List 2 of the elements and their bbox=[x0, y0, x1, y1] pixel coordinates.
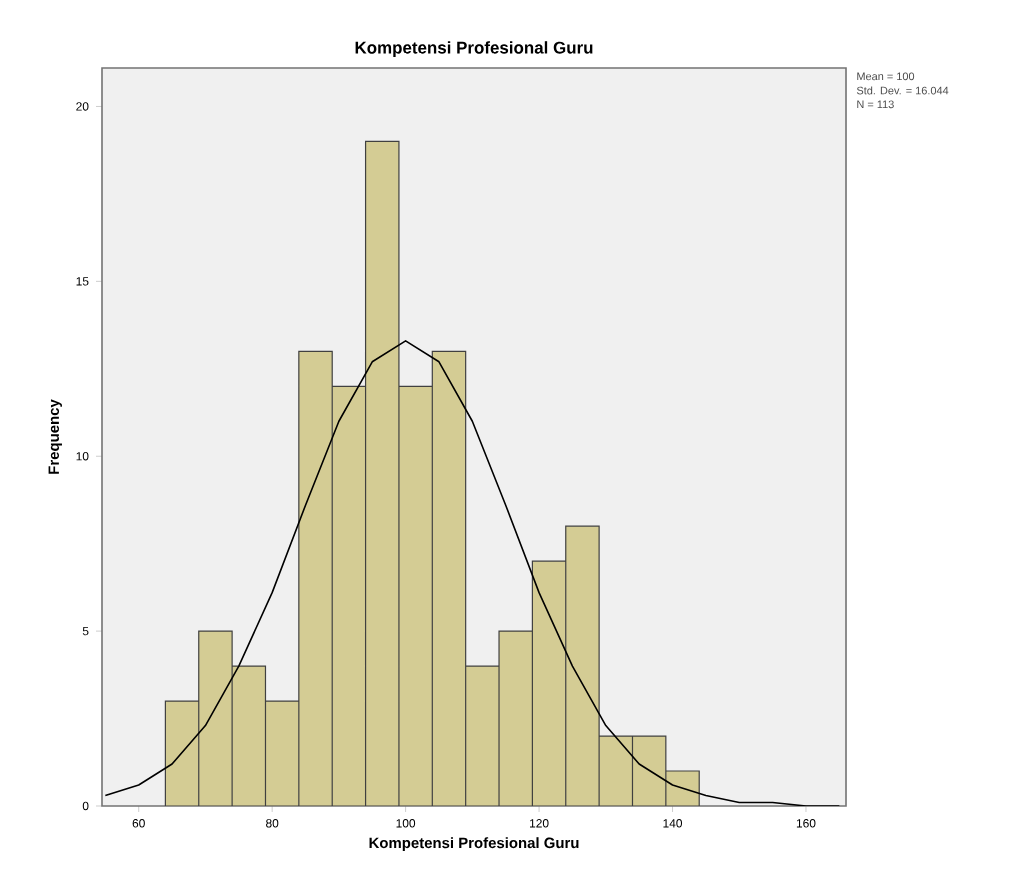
line-series bbox=[104, 340, 841, 806]
chart-title: Kompetensi Profesional Guru bbox=[355, 41, 593, 57]
